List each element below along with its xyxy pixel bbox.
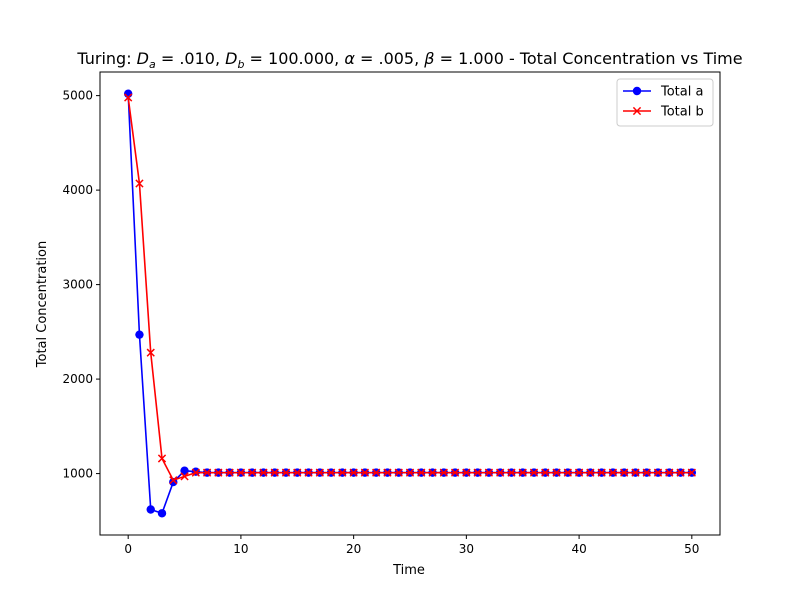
- data-point: [146, 505, 155, 514]
- chart-title: Turing: Da = .010, Db = 100.000, α = .00…: [76, 49, 742, 71]
- x-tick-label: 0: [124, 542, 132, 556]
- data-point: [642, 468, 651, 477]
- data-point: [428, 468, 437, 477]
- data-point: [157, 454, 167, 463]
- title-part: = .005,: [355, 49, 424, 68]
- data-point: [529, 468, 539, 477]
- legend-marker: [632, 106, 642, 116]
- data-point: [236, 468, 246, 477]
- data-point: [484, 468, 494, 477]
- data-point: [563, 468, 572, 477]
- data-point: [394, 468, 403, 477]
- data-point: [473, 468, 482, 477]
- axes-layer: 0 10 20 30 40 50 1000 2000 3000 4000 5000: [62, 71, 721, 556]
- data-point: [169, 476, 178, 485]
- data-point: [552, 468, 561, 477]
- data-point: [146, 348, 155, 357]
- x-axis-label: Time: [392, 563, 425, 578]
- x-tick-label: 50: [684, 542, 699, 556]
- data-point: [191, 468, 200, 477]
- y-tick-label: 4000: [62, 183, 93, 197]
- y-tick-label: 1000: [62, 467, 93, 481]
- x-tick-label: 30: [459, 542, 474, 556]
- plot-frame: [99, 71, 721, 536]
- title-part: = 100.000,: [244, 49, 344, 68]
- data-point: [462, 468, 471, 477]
- legend: Total a Total b: [616, 78, 714, 127]
- data-point: [450, 468, 460, 477]
- legend-marker: [632, 86, 642, 96]
- data-point: [259, 468, 268, 477]
- data-point: [360, 468, 370, 477]
- data-point: [214, 468, 223, 477]
- data-point: [135, 330, 144, 339]
- data-point: [597, 468, 606, 477]
- data-point: [405, 468, 415, 477]
- data-point: [349, 468, 358, 477]
- title-part: β: [423, 49, 434, 68]
- data-point: [574, 468, 584, 477]
- title-part: α: [344, 49, 355, 68]
- data-point: [665, 468, 674, 477]
- title-part: = 1.000 - Total Concentration vs Time: [435, 49, 743, 68]
- data-point: [180, 472, 189, 481]
- data-point: [620, 468, 629, 477]
- y-tick-label: 2000: [62, 372, 93, 386]
- legend-item: Total a: [623, 85, 703, 100]
- data-point: [281, 468, 291, 477]
- legend-label: Total a: [660, 85, 703, 100]
- data-point: [180, 466, 189, 475]
- x-tick-label: 10: [233, 542, 248, 556]
- title-part: Turing:: [76, 49, 136, 68]
- title-part: a: [149, 58, 156, 71]
- y-axis-label: Total Concentration: [35, 241, 50, 368]
- data-point: [248, 468, 257, 477]
- title-part: b: [237, 58, 244, 71]
- data-point: [541, 468, 550, 477]
- y-tick-label: 3000: [62, 278, 93, 292]
- data-point: [439, 468, 448, 477]
- data-point: [157, 509, 167, 518]
- legend-label: Total b: [660, 105, 704, 120]
- x-tick-label: 40: [571, 542, 586, 556]
- series-2: [124, 93, 696, 485]
- data-point: [315, 468, 324, 477]
- title-part: = .010,: [156, 49, 225, 68]
- data-point: [338, 468, 347, 477]
- data-point: [372, 468, 381, 477]
- data-point: [383, 468, 392, 477]
- data-point: [293, 468, 302, 477]
- data-point: [586, 468, 595, 477]
- data-point: [304, 468, 313, 477]
- data-point: [326, 468, 336, 477]
- data-point: [653, 468, 663, 477]
- title-part: D: [225, 49, 237, 68]
- data-point: [608, 468, 618, 477]
- data-point: [496, 468, 505, 477]
- title-part: D: [137, 49, 149, 68]
- legend-item: Total b: [623, 105, 704, 120]
- data-point: [631, 468, 640, 477]
- y-tick-label: 5000: [62, 89, 93, 103]
- data-point: [676, 468, 685, 477]
- data-point: [202, 468, 212, 477]
- data-point: [270, 468, 279, 477]
- data-point: [507, 468, 516, 477]
- data-point: [417, 468, 426, 477]
- data-point: [225, 468, 234, 477]
- data-point: [687, 468, 696, 477]
- data-point: [135, 179, 144, 188]
- x-tick-label: 20: [346, 542, 361, 556]
- data-point: [518, 468, 527, 477]
- series-layer: [123, 89, 697, 518]
- data-point: [124, 93, 133, 102]
